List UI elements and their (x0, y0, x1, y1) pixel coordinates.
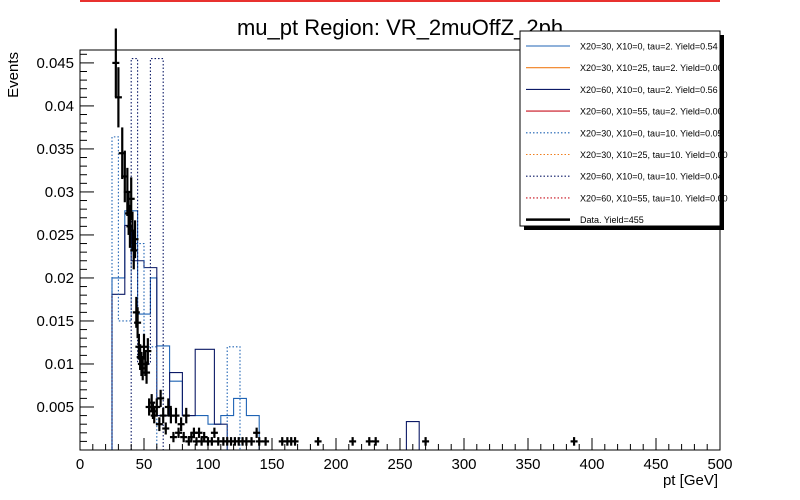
data-point (149, 403, 157, 420)
histogram-series-4 (111, 136, 241, 450)
legend-entry-0: X20=30, X10=0, tau=2. Yield=0.54 (580, 42, 718, 52)
histogram-series-2 (111, 224, 420, 450)
x-tick-label: 500 (707, 456, 732, 473)
y-tick-label: 0.045 (36, 55, 74, 72)
y-tick-label: 0.005 (36, 399, 74, 416)
y-tick-label: 0.04 (45, 98, 74, 115)
y-tick-label: 0.01 (45, 356, 74, 373)
y-tick-label: 0.02 (45, 270, 74, 287)
data-point (157, 389, 165, 407)
data-point (210, 427, 218, 438)
legend: X20=30, X10=0, tau=2. Yield=0.54 X20=30, … (519, 30, 728, 230)
legend-entry-6: X20=60, X10=0, tau=10. Yield=0.04 (580, 172, 723, 182)
data-point (200, 431, 208, 443)
x-tick-label: 50 (136, 456, 153, 473)
data-point (140, 333, 148, 360)
y-axis: 0.005 0.01 0.015 0.02 0.025 0.03 0.035 0.04 0.04… (36, 53, 94, 442)
data-point (144, 338, 152, 364)
data-point (175, 427, 183, 438)
legend-box (519, 30, 721, 227)
x-tick-label: 450 (643, 456, 668, 473)
legend-entry-4: X20=30, X10=0, tau=10. Yield=0.05 (580, 128, 723, 138)
data-point (180, 431, 188, 443)
data-point (195, 427, 203, 438)
data-point (291, 437, 299, 446)
data-point (253, 427, 261, 438)
data-point (248, 437, 256, 446)
y-tick-label: 0.035 (36, 141, 74, 158)
data-point (164, 398, 172, 416)
x-tick-label: 100 (195, 456, 220, 473)
data-point (314, 437, 322, 446)
x-tick-label: 350 (515, 456, 540, 473)
x-axis-title: pt [GeV] (663, 472, 718, 489)
data-point (570, 437, 578, 446)
x-tick-label: 250 (387, 456, 412, 473)
y-axis-title: Events (5, 52, 22, 98)
data-point (349, 437, 357, 446)
data-point (155, 417, 163, 432)
data-point (159, 407, 167, 424)
data-point (112, 28, 120, 98)
data-point (134, 307, 142, 339)
data-point (127, 177, 135, 221)
x-tick-label: 150 (259, 456, 284, 473)
data-point (372, 437, 380, 446)
legend-entry-2: X20=60, X10=0, tau=2. Yield=0.56 (580, 85, 718, 95)
y-tick-label: 0.03 (45, 184, 74, 201)
data-point (208, 437, 216, 446)
x-tick-label: 400 (579, 456, 604, 473)
x-tick-label: 200 (323, 456, 348, 473)
legend-entry-1: X20=30, X10=25, tau=2. Yield=0.00 (580, 63, 723, 73)
data-point (177, 417, 185, 432)
legend-entry-3: X20=60, X10=55, tau=2. Yield=0.00 (580, 107, 723, 117)
y-tick-label: 0.025 (36, 227, 74, 244)
x-tick-label: 0 (76, 456, 84, 473)
legend-entry-5: X20=30, X10=25, tau=10. Yield=0.00 (580, 150, 728, 160)
data-point (365, 437, 373, 446)
data-point (143, 361, 151, 384)
data-points-layer (112, 28, 578, 446)
data-point (148, 394, 156, 412)
legend-entry-7: X20=60, X10=55, tau=10. Yield=0.00 (580, 193, 728, 203)
x-axis: 0 50 100 150 200 250 300 350 400 450 500 (76, 438, 733, 473)
data-point (262, 437, 270, 446)
data-point (162, 422, 170, 435)
data-point (114, 67, 122, 128)
y-tick-label: 0.015 (36, 313, 74, 330)
data-point (153, 398, 161, 416)
chart-title: mu_pt Region: VR_2muOffZ_2ph (237, 15, 563, 40)
legend-entry-8: Data. Yield=455 (580, 215, 644, 225)
x-tick-label: 300 (451, 456, 476, 473)
data-point (182, 407, 190, 424)
data-point (172, 407, 180, 424)
data-point (169, 431, 177, 443)
data-point (131, 220, 139, 259)
histogram-layer (111, 58, 420, 450)
